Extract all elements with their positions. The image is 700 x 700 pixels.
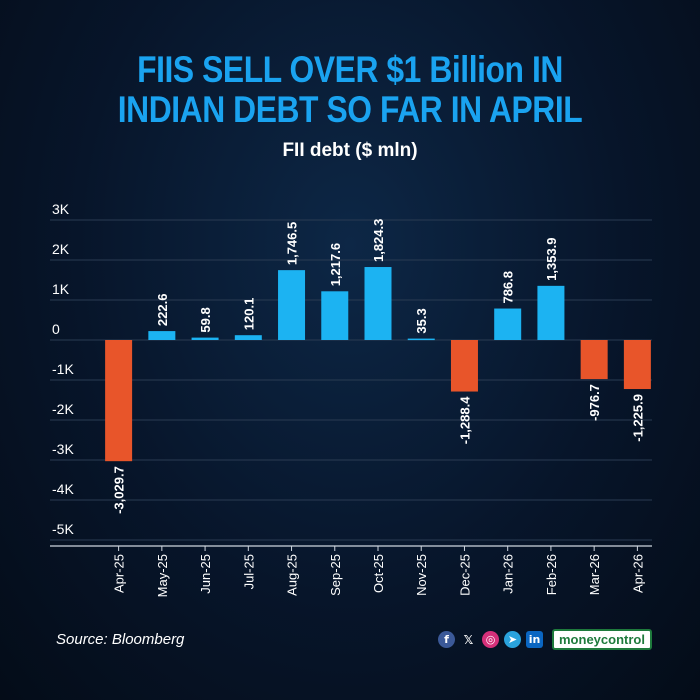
bar-sep-25	[321, 291, 349, 340]
data-label: -1,288.4	[457, 396, 472, 444]
bar-may-25	[148, 331, 176, 340]
social-links: f 𝕏 ◎ ➤ in moneycontrol	[438, 629, 652, 650]
bar-nov-25	[407, 338, 435, 341]
y-tick-label: 2K	[52, 241, 70, 257]
data-label: -3,029.7	[112, 466, 127, 514]
y-tick-label: -1K	[52, 361, 74, 377]
x-tick-label: Nov-25	[414, 554, 429, 596]
x-tick-label: Jan-26	[501, 554, 516, 594]
data-label: 1,746.5	[285, 222, 300, 265]
x-tick-label: Apr-25	[112, 554, 127, 593]
chart-subtitle: FII debt ($ mln)	[282, 140, 418, 161]
bar-jan-26	[494, 308, 522, 340]
x-tick-label: Dec-25	[457, 554, 472, 596]
data-label: 222.6	[155, 294, 170, 327]
y-tick-label: -2K	[52, 401, 74, 417]
x-tick-label: Mar-26	[587, 554, 602, 595]
linkedin-icon[interactable]: in	[526, 631, 543, 648]
data-label: -976.7	[587, 384, 602, 421]
data-label: 1,353.9	[544, 237, 559, 280]
bar-mar-26	[580, 340, 608, 380]
bar-apr-25	[105, 340, 133, 462]
data-label: -1,225.9	[630, 394, 645, 442]
data-label: 1,217.6	[328, 243, 343, 286]
instagram-icon[interactable]: ◎	[482, 631, 499, 648]
data-label: 1,824.3	[371, 219, 386, 262]
title-line-1: FIIS SELL OVER $1 Billion IN	[137, 49, 563, 90]
bar-aug-25	[278, 270, 306, 340]
telegram-icon[interactable]: ➤	[504, 631, 521, 648]
chart-title: FIIS SELL OVER $1 Billion IN INDIAN DEBT…	[49, 50, 651, 130]
data-label: 35.3	[414, 308, 429, 333]
bar-apr-26	[623, 340, 651, 390]
bar-jun-25	[191, 337, 219, 340]
x-tick-label: May-25	[155, 554, 170, 597]
x-tick-label: Oct-25	[371, 554, 386, 593]
data-label: 786.8	[501, 271, 516, 304]
x-tick-label: Jul-25	[241, 554, 256, 589]
x-tick-label: Jun-25	[198, 554, 213, 594]
y-tick-label: -5K	[52, 521, 74, 537]
data-label: 120.1	[241, 298, 256, 331]
y-tick-label: 1K	[52, 281, 70, 297]
x-tick-label: Aug-25	[285, 554, 300, 596]
title-line-2: INDIAN DEBT SO FAR IN APRIL	[117, 89, 583, 130]
y-tick-label: 0	[52, 321, 60, 337]
bar-jul-25	[234, 335, 262, 340]
x-tick-label: Feb-26	[544, 554, 559, 595]
bar-dec-25	[450, 340, 478, 392]
source-note: Source: Bloomberg	[56, 631, 185, 648]
x-tick-label: Apr-26	[630, 554, 645, 593]
y-tick-label: -4K	[52, 481, 74, 497]
brand-logo: moneycontrol	[552, 629, 652, 650]
y-tick-label: 3K	[52, 201, 70, 217]
bar-feb-26	[537, 285, 565, 340]
x-icon[interactable]: 𝕏	[463, 632, 474, 647]
bar-oct-25	[364, 267, 392, 340]
x-tick-label: Sep-25	[328, 554, 343, 596]
data-label: 59.8	[198, 307, 213, 332]
y-tick-label: -3K	[52, 441, 74, 457]
facebook-icon[interactable]: f	[438, 631, 455, 648]
